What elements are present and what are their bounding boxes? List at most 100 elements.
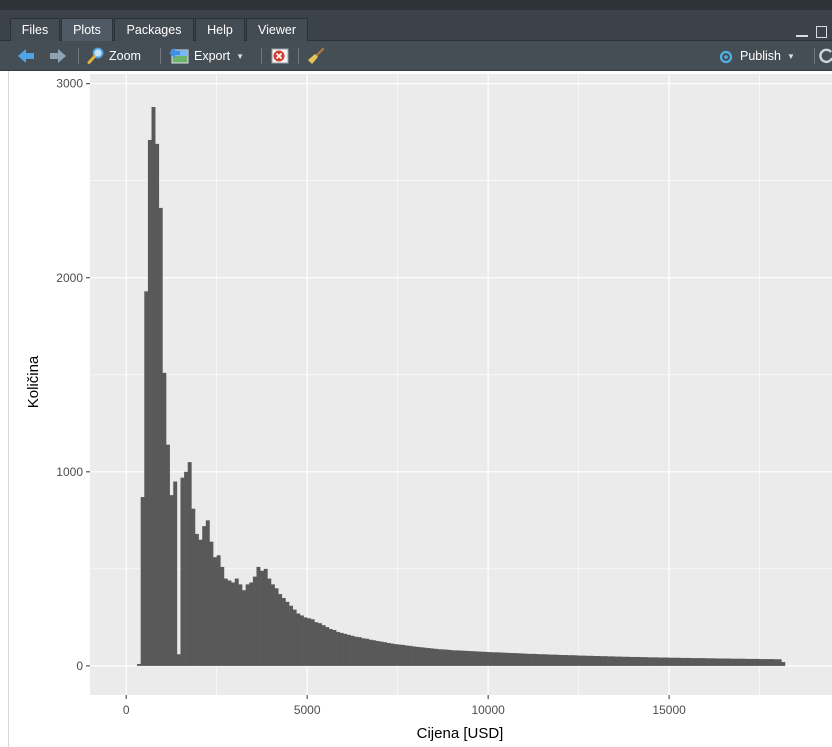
histogram-bar [187,462,192,666]
histogram-chart: 0 1000 2000 3000 0 5000 10000 15000 Cijena [US… [25,74,832,742]
histogram-bar [249,582,254,666]
histogram-bar [223,578,228,666]
histogram-bar [716,658,721,666]
remove-plot-button[interactable] [270,44,290,68]
histogram-bar [328,629,333,666]
histogram-bar [412,646,417,666]
histogram-bar [285,601,290,666]
histogram-bar [491,652,496,666]
tab-viewer[interactable]: Viewer [246,18,308,41]
publish-icon [719,50,733,64]
histogram-bar [296,613,301,666]
export-icon [169,48,189,64]
x-tick-label: 5000 [294,703,321,717]
histogram-bar [339,632,344,666]
histogram-bar [303,617,308,666]
histogram-bar [517,653,522,666]
clear-plots-button[interactable] [306,44,326,68]
zoom-button[interactable]: Zoom [87,44,141,68]
histogram-bar [607,656,612,666]
histogram-bar [585,655,590,666]
histogram-bar [415,646,420,666]
tab-files[interactable]: Files [10,18,60,41]
histogram-bar [643,657,648,666]
histogram-bar [730,658,735,666]
histogram-bar [205,520,210,666]
histogram-bar [307,618,312,666]
histogram-bar [191,508,196,666]
tab-help[interactable]: Help [195,18,245,41]
histogram-bar [647,657,652,666]
histogram-bar [365,638,370,666]
histogram-bar [242,590,246,666]
histogram-bar [499,652,503,666]
histogram-bar [745,658,750,666]
histogram-bar [611,656,616,666]
forward-button[interactable] [48,44,68,68]
histogram-bar [216,555,221,666]
histogram-bar [198,539,203,666]
histogram-bar [473,651,478,666]
histogram-bar [238,584,243,666]
histogram-bar [708,658,713,666]
y-tick-label: 3000 [56,77,83,91]
histogram-bar [209,541,214,666]
y-tick-label: 2000 [56,271,83,285]
histogram-bar [263,568,268,666]
histogram-bar [397,644,402,666]
histogram-bar [166,444,170,666]
histogram-bar [719,658,724,666]
histogram-bar [654,657,659,666]
histogram-bar [379,641,384,666]
histogram-bar [386,642,391,666]
histogram-bar [289,605,293,666]
tab-plots[interactable]: Plots [61,18,113,41]
export-label: Export [194,49,231,63]
histogram-bar [433,648,438,666]
histogram-bar [231,582,236,666]
histogram-bar [394,644,398,666]
histogram-bar [578,655,583,666]
histogram-bar [430,648,435,666]
histogram-bar [661,657,666,666]
histogram-bar [227,580,232,666]
histogram-bar [292,609,297,666]
histogram-bar [448,649,453,666]
histogram-bar [495,652,500,666]
histogram-bar [748,658,753,666]
export-button[interactable]: Export ▼ [168,44,244,68]
histogram-bar [484,651,489,666]
maximize-pane-icon[interactable] [816,26,827,38]
histogram-bar [593,655,598,666]
toolbar-separator [298,48,299,64]
arrow-left-icon [18,49,34,63]
histogram-bar [727,658,731,666]
histogram-bar [614,656,619,666]
histogram-bar [527,653,532,666]
histogram-bar [368,639,373,666]
histogram-bar [651,657,655,666]
histogram-bar [260,570,265,666]
histogram-bar [553,654,558,666]
histogram-bar [737,658,742,666]
histogram-bar [774,659,779,666]
histogram-bar [755,658,760,666]
back-button[interactable] [16,44,36,68]
histogram-bar [665,657,670,666]
histogram-bar [372,640,377,666]
histogram-bar [252,576,257,666]
histogram-bar [180,477,185,666]
chevron-down-icon: ▼ [787,51,795,61]
histogram-bar [401,644,406,666]
refresh-button[interactable] [819,44,832,68]
tab-packages[interactable]: Packages [114,18,194,41]
histogram-bar [632,656,637,666]
histogram-bar [459,650,464,666]
histogram-bar [310,619,315,666]
publish-button[interactable]: Publish ▼ [716,44,795,68]
histogram-bar [470,651,474,666]
histogram-bar [325,627,330,666]
minimize-pane-icon[interactable] [796,35,808,37]
histogram-bar [567,655,572,666]
histogram-bar [321,625,326,666]
